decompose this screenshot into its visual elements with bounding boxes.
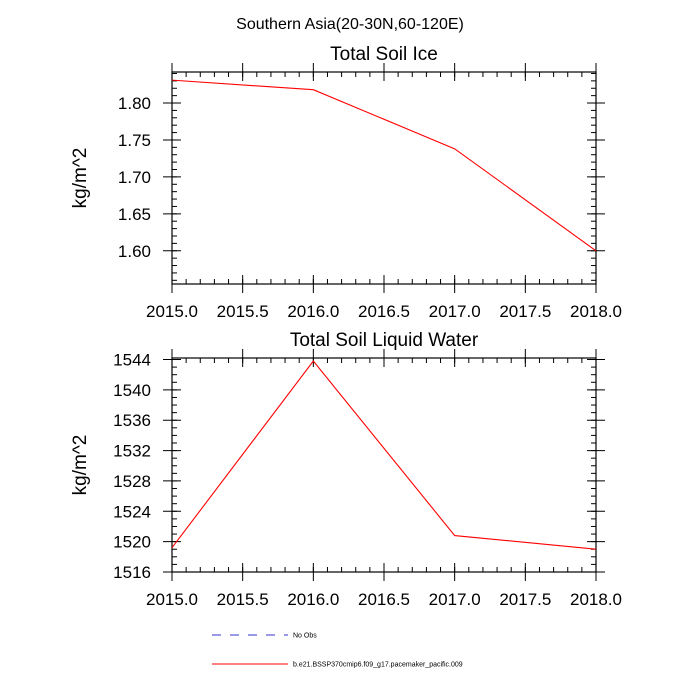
y-tick-label: 1524 [113, 502, 151, 521]
y-axis-label: kg/m^2 [70, 435, 91, 496]
y-tick-label: 1532 [113, 442, 151, 461]
x-tick-label: 2017.5 [499, 302, 551, 321]
x-tick-label: 2015.5 [217, 590, 269, 609]
y-tick-label: 1536 [113, 411, 151, 430]
x-tick-label: 2016.5 [358, 302, 410, 321]
y-tick-label: 1540 [113, 381, 151, 400]
y-axis-label: kg/m^2 [70, 148, 91, 209]
x-tick-label: 2018.0 [570, 302, 622, 321]
y-tick-label: 1.65 [118, 205, 151, 224]
panel-total-soil-ice: Total Soil Ice kg/m^2 2015.0 2015.5 2016.0 20… [70, 44, 622, 321]
y-tick-label: 1544 [113, 351, 151, 370]
x-tick-label: 2017.0 [429, 590, 481, 609]
y-tick-label: 1.80 [118, 94, 151, 113]
plot-frame [171, 71, 597, 285]
y-tick-label: 1.70 [118, 168, 151, 187]
y-tick-label: 1516 [113, 563, 151, 582]
x-tick-label: 2016.5 [358, 590, 410, 609]
x-tick-label: 2016.0 [287, 302, 339, 321]
figure-suptitle: Southern Asia(20-30N,60-120E) [236, 16, 464, 33]
series-line [171, 360, 597, 550]
x-tick-label: 2017.0 [429, 302, 481, 321]
y-tick-label: 1.75 [118, 131, 151, 150]
legend-label-model: b.e21.BSSP370cmip6.f09_g17.pacemaker_pac… [293, 662, 463, 669]
panel-title: Total Soil Ice [330, 44, 438, 65]
legend: No Obs b.e21.BSSP370cmip6.f09_g17.pacema… [212, 633, 463, 669]
y-tick-label: 1520 [113, 533, 151, 552]
y-tick-label: 1528 [113, 472, 151, 491]
series-line [171, 79, 597, 252]
plot-frame [171, 357, 597, 573]
x-tick-label: 2018.0 [570, 590, 622, 609]
x-tick-label: 2016.0 [287, 590, 339, 609]
x-tick-label: 2015.0 [146, 302, 198, 321]
legend-label-no-obs: No Obs [293, 633, 317, 640]
panel-title: Total Soil Liquid Water [290, 330, 479, 351]
panel-total-soil-liquid-water: Total Soil Liquid Water kg/m^2 2015.0 2015.… [70, 330, 622, 609]
x-tick-label: 2015.0 [146, 590, 198, 609]
y-tick-label: 1.60 [118, 242, 151, 261]
x-tick-label: 2015.5 [217, 302, 269, 321]
x-tick-label: 2017.5 [499, 590, 551, 609]
